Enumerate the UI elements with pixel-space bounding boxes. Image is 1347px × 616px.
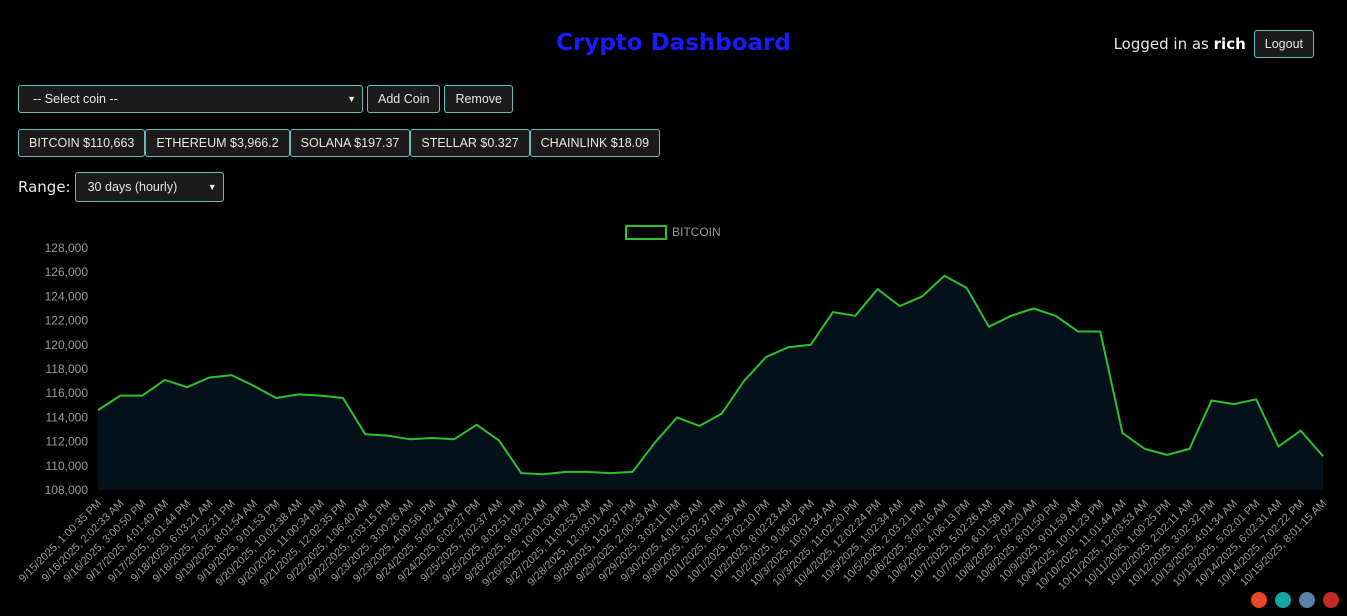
range-label: Range: <box>18 178 71 196</box>
coin-button-chainlink[interactable]: CHAINLINK $18.09 <box>529 129 661 157</box>
user-area: Logged in as rich Logout <box>1114 30 1314 58</box>
y-tick-label: 128,000 <box>45 241 89 255</box>
coin-list: BITCOIN $110,663 ETHEREUM $3,966.2 SOLAN… <box>18 129 661 157</box>
y-tick-label: 122,000 <box>45 314 89 328</box>
y-tick-label: 120,000 <box>45 338 89 352</box>
series-line-bitcoin <box>97 274 1324 476</box>
svelte-icon <box>1251 592 1267 608</box>
tailwind-icon <box>1275 592 1291 608</box>
logout-button[interactable]: Logout <box>1253 30 1314 58</box>
y-tick-label: 108,000 <box>45 483 89 497</box>
price-chart: 108,000 110,000 112,000 114,000 116,000 118,0… <box>17 225 1329 592</box>
y-tick-label: 112,000 <box>46 435 89 449</box>
coin-button-solana[interactable]: SOLANA $197.37 <box>289 129 411 157</box>
coin-button-ethereum[interactable]: ETHEREUM $3,966.2 <box>145 129 290 157</box>
page-title: Crypto Dashboard <box>556 30 791 56</box>
coin-button-bitcoin[interactable]: BITCOIN $110,663 <box>18 129 146 157</box>
logged-in-prefix: Logged in as <box>1113 35 1209 53</box>
chevron-down-icon: ▼ <box>207 182 217 192</box>
logged-in-text: Logged in as rich <box>1114 35 1246 53</box>
y-tick-label: 126,000 <box>45 265 89 279</box>
y-tick-label: 124,000 <box>45 289 89 303</box>
range-select-value: 30 days (hourly) <box>87 180 178 194</box>
coin-select[interactable]: -- Select coin -- ▼ <box>18 85 363 113</box>
range-control: Range: 30 days (hourly) ▼ <box>18 172 224 202</box>
chevron-down-icon: ▼ <box>347 94 356 104</box>
y-tick-label: 116,000 <box>46 386 89 400</box>
coin-select-value: -- Select coin -- <box>33 92 118 106</box>
username: rich <box>1213 35 1246 53</box>
range-select[interactable]: 30 days (hourly) ▼ <box>74 172 224 202</box>
coin-controls: -- Select coin -- ▼ Add Coin Remove <box>18 85 513 113</box>
y-tick-label: 118,000 <box>46 362 89 376</box>
add-coin-button[interactable]: Add Coin <box>367 85 441 113</box>
remove-button[interactable]: Remove <box>444 85 513 113</box>
y-tick-label: 110,000 <box>46 459 89 473</box>
legend-label-bitcoin: BITCOIN <box>672 225 721 239</box>
footer-icons <box>1251 592 1339 608</box>
series-area-fill <box>98 275 1323 490</box>
rust-icon <box>1323 592 1339 608</box>
legend-swatch <box>625 225 667 240</box>
y-tick-label: 114,000 <box>46 410 89 424</box>
postgres-icon <box>1299 592 1315 608</box>
coin-button-stellar[interactable]: STELLAR $0.327 <box>410 129 530 157</box>
